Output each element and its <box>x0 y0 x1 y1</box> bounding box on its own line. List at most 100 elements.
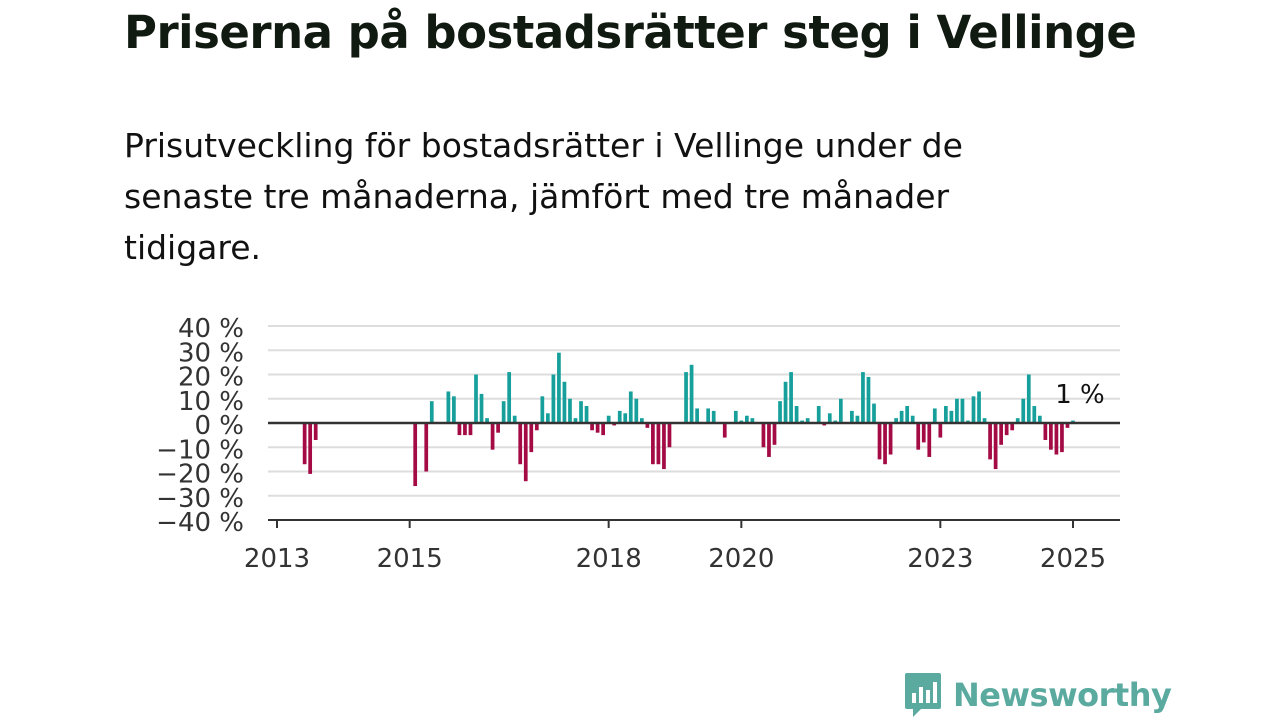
bar <box>772 423 777 445</box>
y-tick-label: 10 % <box>178 387 244 417</box>
bar <box>534 423 539 431</box>
bar <box>1037 415 1042 423</box>
bar <box>932 408 937 423</box>
bar <box>838 398 843 423</box>
bar <box>910 415 915 423</box>
bar-chart: 40 %30 %20 %10 %0 %−10 %−20 %−30 %−40 % … <box>156 314 1120 574</box>
bar <box>623 413 628 423</box>
bar <box>446 391 451 423</box>
bar <box>733 410 738 423</box>
bar <box>955 398 959 423</box>
bar <box>468 423 473 436</box>
bar <box>977 391 981 423</box>
chart-subtitle: Prisutveckling för bostadsrätter i Velli… <box>124 126 963 267</box>
annotations: 1 % <box>1055 380 1105 410</box>
bar <box>689 364 694 423</box>
bar <box>750 418 755 423</box>
bar <box>1054 423 1059 455</box>
y-tick-label: −40 % <box>156 508 244 538</box>
bar <box>999 423 1004 445</box>
bar <box>1010 423 1015 431</box>
bar <box>960 398 965 423</box>
bar <box>617 410 622 423</box>
bar <box>855 415 860 423</box>
bar <box>883 423 887 465</box>
bar <box>501 401 506 423</box>
bar <box>943 406 948 423</box>
bar <box>761 423 766 448</box>
x-tick-label: 2018 <box>576 544 642 574</box>
bar <box>905 406 910 423</box>
bar <box>711 410 716 423</box>
bar <box>899 410 904 423</box>
bar <box>667 423 672 448</box>
bar <box>485 418 489 423</box>
bar <box>474 374 478 423</box>
bar <box>606 415 611 423</box>
bar <box>545 413 550 423</box>
x-axis-labels: 2013 2015 2018 2020 2023 2025 <box>244 544 1106 574</box>
axes <box>268 421 1120 528</box>
bar <box>308 423 313 474</box>
bar <box>988 423 992 460</box>
bar <box>562 381 567 423</box>
bar <box>783 381 788 423</box>
bar <box>490 423 495 450</box>
bar <box>1015 418 1020 423</box>
bar <box>557 352 561 423</box>
bar <box>861 372 865 423</box>
bar <box>429 401 434 423</box>
bar <box>651 423 655 465</box>
x-tick-label: 2025 <box>1040 544 1106 574</box>
x-tick-label: 2023 <box>907 544 973 574</box>
bar <box>313 423 318 440</box>
bar <box>302 423 307 465</box>
bar <box>993 423 998 470</box>
gridlines <box>268 325 1120 497</box>
bar <box>595 423 600 433</box>
x-tick-label: 2013 <box>244 544 310 574</box>
bar <box>722 423 727 438</box>
bar <box>1004 423 1009 436</box>
bar <box>590 423 594 431</box>
bar <box>463 423 467 436</box>
bar <box>916 423 921 450</box>
y-tick-label: −10 % <box>156 435 244 465</box>
bar <box>579 401 583 423</box>
bar <box>452 396 456 423</box>
bar <box>684 372 688 423</box>
brand: Newsworthy <box>903 671 1172 719</box>
bar <box>805 418 810 423</box>
bar <box>1032 406 1037 423</box>
bar <box>518 423 523 465</box>
bar <box>496 423 500 433</box>
bar <box>413 423 418 487</box>
bar <box>584 406 589 423</box>
bar <box>628 391 633 423</box>
bar <box>1021 398 1026 423</box>
bar <box>927 423 932 457</box>
bar <box>938 423 943 438</box>
y-tick-label: −30 % <box>156 484 244 514</box>
bar <box>529 423 534 453</box>
last-value-label: 1 % <box>1055 380 1105 410</box>
bar <box>1065 423 1070 428</box>
bar <box>827 413 832 423</box>
bar <box>877 423 882 460</box>
y-tick-label: 30 % <box>178 338 244 368</box>
bar <box>601 423 606 436</box>
bar <box>706 408 711 423</box>
bar <box>656 423 661 465</box>
bar <box>457 423 462 436</box>
bar <box>778 401 782 423</box>
bar <box>512 415 517 423</box>
bar <box>949 410 954 423</box>
bar <box>523 423 528 482</box>
bar <box>767 423 771 457</box>
chart-title: Priserna på bostadsrätter steg i Velling… <box>124 6 1137 59</box>
bar <box>894 418 898 423</box>
y-tick-label: 20 % <box>178 363 244 393</box>
bar <box>695 408 699 423</box>
bar <box>568 398 572 423</box>
bar <box>866 376 871 423</box>
